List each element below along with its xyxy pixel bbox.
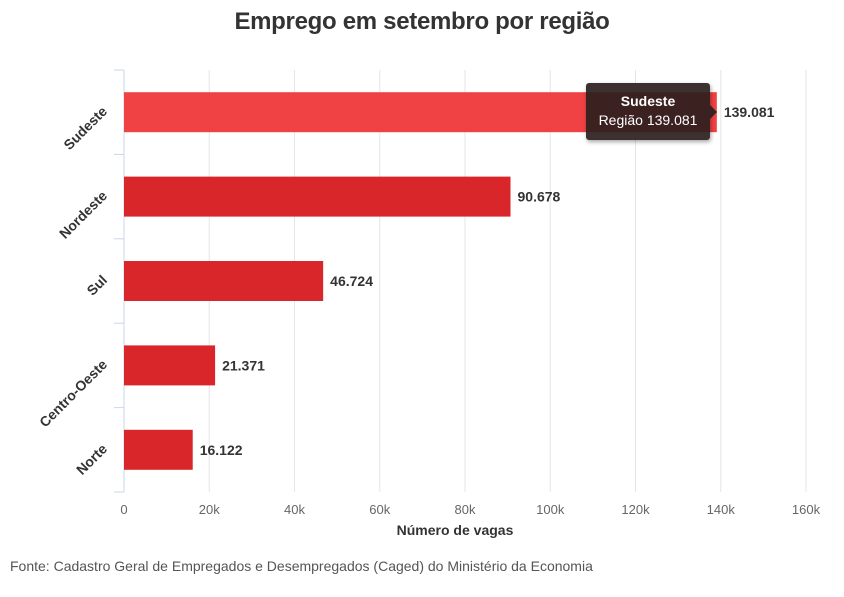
- x-tick-label: 160k: [792, 502, 821, 517]
- category-label: Sul: [83, 272, 110, 299]
- tooltip-arrow: [710, 105, 717, 119]
- bar-nordeste: [124, 176, 511, 217]
- category-label: Norte: [73, 440, 110, 477]
- chart-title: Emprego em setembro por região: [234, 8, 610, 35]
- bar-centro-oeste: [124, 345, 216, 386]
- tooltip-title: Sudeste: [620, 93, 676, 109]
- data-label: 16.122: [200, 442, 243, 458]
- data-label: 21.371: [222, 357, 265, 373]
- data-label: 139.081: [724, 104, 775, 120]
- tooltip: Sudeste Região 139.081: [586, 83, 717, 140]
- category-label: Sudeste: [60, 103, 110, 153]
- x-tick-label: 0: [120, 502, 127, 517]
- category-label: Centro-Oeste: [36, 356, 110, 430]
- bar-norte: [124, 429, 193, 470]
- axes: [114, 69, 125, 493]
- data-label: 46.724: [330, 273, 373, 289]
- labels: 0 20k 40k 60k 80k 100k 120k 140k 160k 139.081 Sude…: [36, 103, 820, 538]
- bar-sul: [124, 261, 324, 301]
- x-tick-label: 140k: [707, 502, 736, 517]
- data-label: 90.678: [518, 189, 561, 205]
- x-tick-label: 80k: [455, 502, 476, 517]
- x-tick-label: 60k: [369, 502, 390, 517]
- x-tick-label: 100k: [536, 502, 565, 517]
- source-note: Fonte: Cadastro Geral de Empregados e De…: [10, 558, 593, 574]
- x-tick-label: 120k: [621, 502, 650, 517]
- category-label: Nordeste: [56, 187, 110, 241]
- x-tick-label: 20k: [199, 502, 220, 517]
- x-axis-title: Número de vagas: [397, 522, 514, 538]
- bars: [124, 92, 717, 470]
- tooltip-body: Região 139.081: [598, 112, 698, 128]
- x-tick-label: 40k: [284, 502, 305, 517]
